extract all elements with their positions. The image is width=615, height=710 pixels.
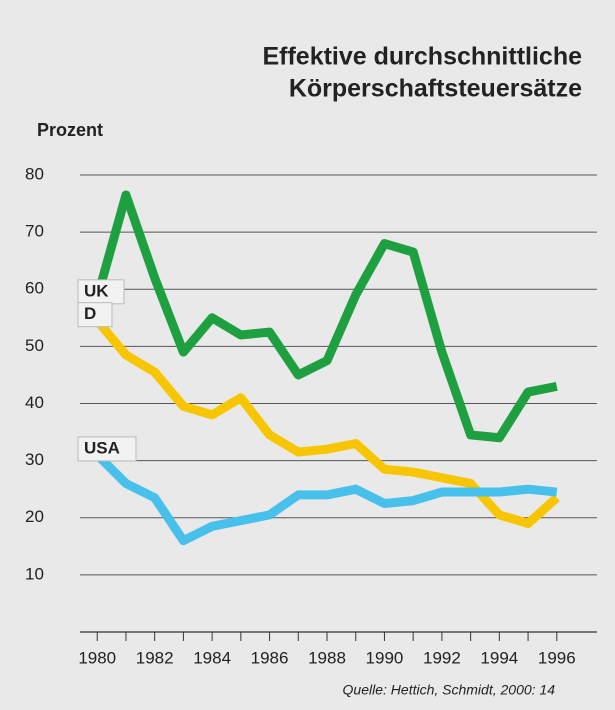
y-tick-label: 60 bbox=[25, 279, 44, 298]
legend-box bbox=[77, 436, 137, 462]
y-axis-label: Prozent bbox=[37, 120, 103, 140]
x-tick-label: 1988 bbox=[308, 648, 346, 667]
y-tick-label: 10 bbox=[25, 564, 44, 583]
x-tick-label: 1996 bbox=[538, 648, 576, 667]
legend-label: UK bbox=[84, 281, 109, 300]
series-line bbox=[92, 190, 558, 443]
y-tick-label: 80 bbox=[25, 164, 44, 183]
x-tick-label: 1986 bbox=[251, 648, 289, 667]
x-tick-label: 1982 bbox=[136, 648, 174, 667]
y-tick-label: 30 bbox=[25, 450, 44, 469]
chart-title: Effektive durchschnittliche bbox=[262, 43, 582, 71]
chart-title: Körperschaftsteuersätze bbox=[289, 75, 582, 103]
legend-box bbox=[77, 302, 113, 328]
x-tick-label: 1994 bbox=[480, 648, 518, 667]
y-tick-label: 70 bbox=[25, 222, 44, 241]
legend-label: USA bbox=[84, 438, 120, 457]
y-tick-label: 50 bbox=[25, 336, 44, 355]
series-line bbox=[94, 451, 558, 546]
y-tick-label: 40 bbox=[25, 393, 44, 412]
y-tick-label: 20 bbox=[25, 507, 44, 526]
legend-label: D bbox=[84, 304, 96, 323]
x-tick-label: 1980 bbox=[78, 648, 116, 667]
x-tick-label: 1992 bbox=[423, 648, 461, 667]
x-tick-label: 1990 bbox=[366, 648, 404, 667]
x-tick-label: 1984 bbox=[193, 648, 231, 667]
legend-box bbox=[77, 279, 125, 305]
source: Quelle: Hettich, Schmidt, 2000: 14 bbox=[343, 682, 556, 698]
